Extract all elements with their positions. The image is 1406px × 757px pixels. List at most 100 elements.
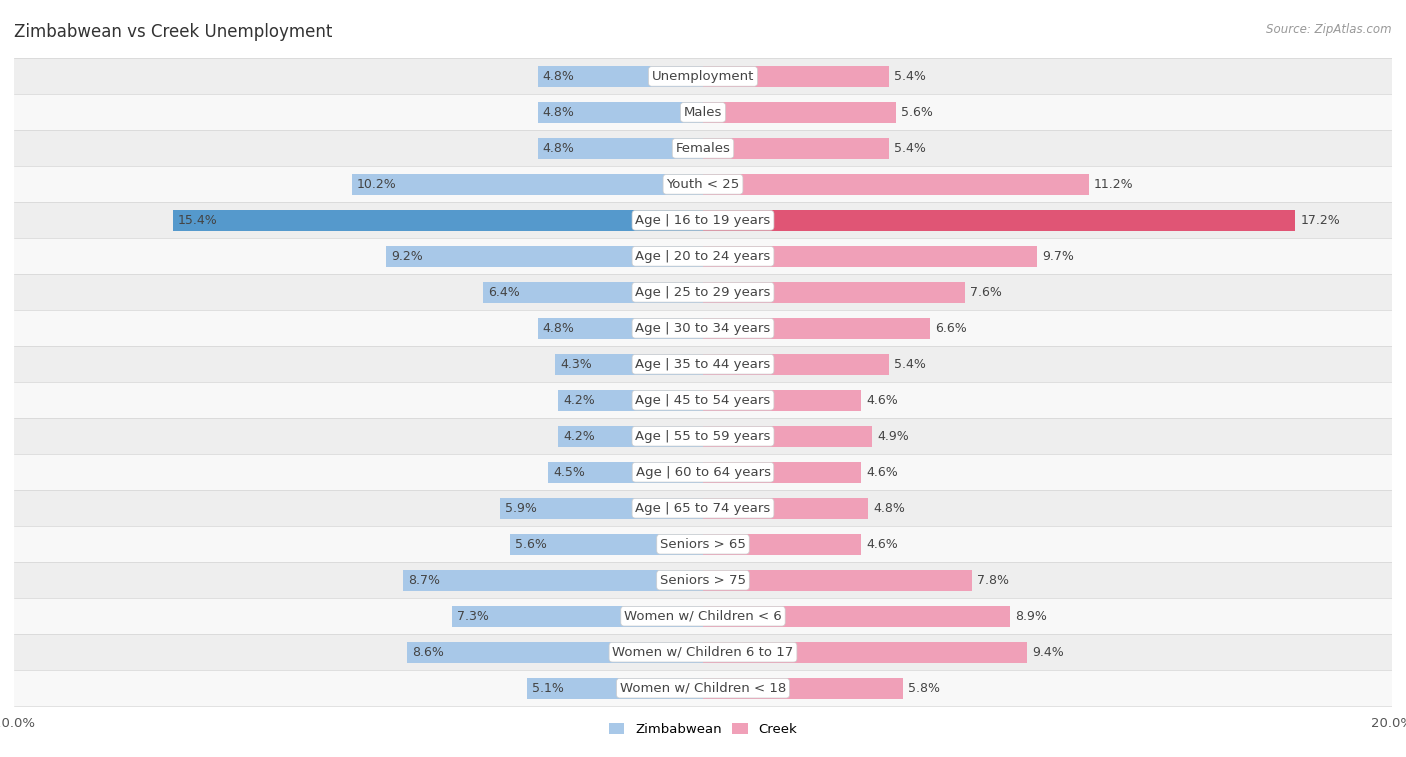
Bar <box>703 390 862 411</box>
Bar <box>14 454 1392 491</box>
Bar <box>703 606 1010 627</box>
Bar <box>558 426 703 447</box>
Text: Age | 30 to 34 years: Age | 30 to 34 years <box>636 322 770 335</box>
Bar <box>510 534 703 555</box>
Text: Age | 20 to 24 years: Age | 20 to 24 years <box>636 250 770 263</box>
Text: Women w/ Children < 6: Women w/ Children < 6 <box>624 609 782 623</box>
Legend: Zimbabwean, Creek: Zimbabwean, Creek <box>603 718 803 741</box>
Text: Zimbabwean vs Creek Unemployment: Zimbabwean vs Creek Unemployment <box>14 23 332 41</box>
Text: 7.6%: 7.6% <box>970 286 1002 299</box>
Text: 4.2%: 4.2% <box>564 430 595 443</box>
Text: 9.2%: 9.2% <box>391 250 423 263</box>
Bar <box>703 426 872 447</box>
Bar <box>14 634 1392 670</box>
Text: 7.3%: 7.3% <box>457 609 488 623</box>
Bar <box>703 462 862 483</box>
Text: 4.8%: 4.8% <box>873 502 905 515</box>
Bar <box>703 102 896 123</box>
Text: 17.2%: 17.2% <box>1301 213 1340 227</box>
Text: 11.2%: 11.2% <box>1094 178 1133 191</box>
Text: 4.5%: 4.5% <box>553 466 585 478</box>
Bar <box>537 318 703 338</box>
Bar <box>451 606 703 627</box>
Bar <box>14 310 1392 346</box>
Text: Women w/ Children 6 to 17: Women w/ Children 6 to 17 <box>613 646 793 659</box>
Text: 7.8%: 7.8% <box>977 574 1010 587</box>
Bar <box>537 66 703 87</box>
Text: 5.1%: 5.1% <box>533 682 564 695</box>
Bar <box>703 174 1088 195</box>
Bar <box>527 678 703 699</box>
Text: 5.4%: 5.4% <box>894 358 927 371</box>
Text: Unemployment: Unemployment <box>652 70 754 83</box>
Bar <box>14 419 1392 454</box>
Text: 4.8%: 4.8% <box>543 142 575 155</box>
Text: Age | 45 to 54 years: Age | 45 to 54 years <box>636 394 770 407</box>
Text: 8.9%: 8.9% <box>1015 609 1046 623</box>
Text: 5.4%: 5.4% <box>894 70 927 83</box>
Bar <box>703 498 869 519</box>
Text: 5.6%: 5.6% <box>901 106 934 119</box>
Text: Age | 25 to 29 years: Age | 25 to 29 years <box>636 286 770 299</box>
Text: Females: Females <box>675 142 731 155</box>
Bar <box>14 346 1392 382</box>
Bar <box>703 66 889 87</box>
Bar <box>14 274 1392 310</box>
Text: 6.4%: 6.4% <box>488 286 519 299</box>
Text: 8.7%: 8.7% <box>409 574 440 587</box>
Bar <box>703 354 889 375</box>
Bar <box>537 102 703 123</box>
Bar <box>703 138 889 159</box>
Bar <box>14 130 1392 167</box>
Bar <box>537 138 703 159</box>
Bar <box>14 526 1392 562</box>
Bar <box>173 210 703 231</box>
Text: 4.8%: 4.8% <box>543 106 575 119</box>
Bar <box>14 382 1392 419</box>
Text: 9.7%: 9.7% <box>1042 250 1074 263</box>
Bar <box>404 570 703 590</box>
Bar <box>548 462 703 483</box>
Text: 4.8%: 4.8% <box>543 322 575 335</box>
Bar <box>703 246 1038 266</box>
Bar <box>499 498 703 519</box>
Text: 4.6%: 4.6% <box>866 394 898 407</box>
Text: 4.9%: 4.9% <box>877 430 908 443</box>
Text: 10.2%: 10.2% <box>357 178 396 191</box>
Bar <box>14 95 1392 130</box>
Bar <box>14 670 1392 706</box>
Text: 8.6%: 8.6% <box>412 646 444 659</box>
Bar <box>703 642 1026 662</box>
Text: 9.4%: 9.4% <box>1032 646 1064 659</box>
Text: Seniors > 65: Seniors > 65 <box>659 537 747 551</box>
Text: 5.9%: 5.9% <box>505 502 537 515</box>
Text: Seniors > 75: Seniors > 75 <box>659 574 747 587</box>
Bar <box>14 238 1392 274</box>
Bar <box>703 210 1295 231</box>
Bar <box>703 678 903 699</box>
Text: Age | 60 to 64 years: Age | 60 to 64 years <box>636 466 770 478</box>
Bar <box>558 390 703 411</box>
Bar <box>387 246 703 266</box>
Text: Women w/ Children < 18: Women w/ Children < 18 <box>620 682 786 695</box>
Bar <box>406 642 703 662</box>
Bar <box>703 318 931 338</box>
Bar <box>703 570 972 590</box>
Bar <box>352 174 703 195</box>
Text: Source: ZipAtlas.com: Source: ZipAtlas.com <box>1267 23 1392 36</box>
Bar <box>14 598 1392 634</box>
Text: Age | 16 to 19 years: Age | 16 to 19 years <box>636 213 770 227</box>
Text: 4.6%: 4.6% <box>866 537 898 551</box>
Bar <box>703 282 965 303</box>
Text: 4.8%: 4.8% <box>543 70 575 83</box>
Bar <box>14 202 1392 238</box>
Text: 4.6%: 4.6% <box>866 466 898 478</box>
Text: 4.2%: 4.2% <box>564 394 595 407</box>
Text: 5.8%: 5.8% <box>908 682 941 695</box>
Bar <box>703 534 862 555</box>
Text: Age | 35 to 44 years: Age | 35 to 44 years <box>636 358 770 371</box>
Bar <box>555 354 703 375</box>
Text: 4.3%: 4.3% <box>560 358 592 371</box>
Bar <box>14 167 1392 202</box>
Text: Age | 65 to 74 years: Age | 65 to 74 years <box>636 502 770 515</box>
